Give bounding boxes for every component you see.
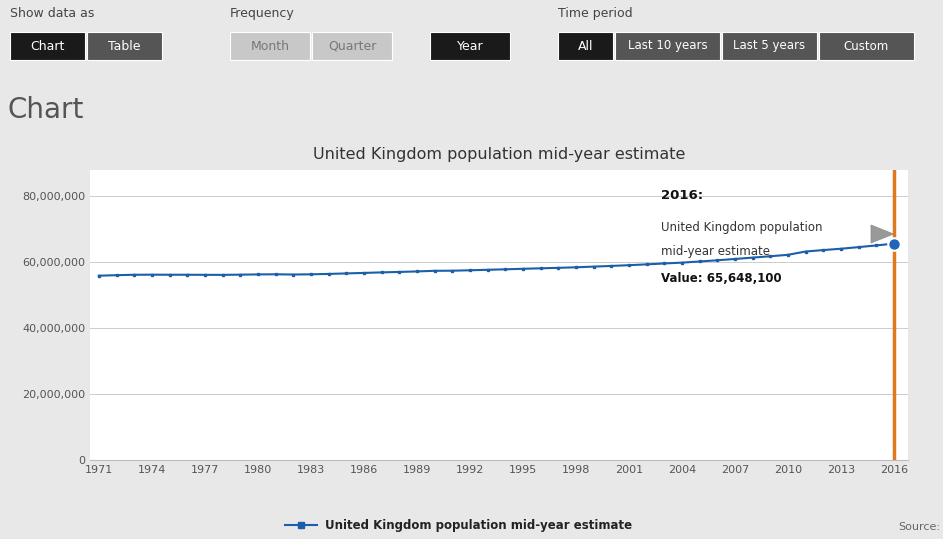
Text: Value: 65,648,100: Value: 65,648,100 bbox=[661, 272, 782, 285]
Text: Show data as: Show data as bbox=[10, 7, 94, 20]
Text: Last 5 years: Last 5 years bbox=[734, 39, 805, 52]
Bar bbox=[615, 32, 720, 60]
Bar bbox=[312, 32, 392, 60]
Text: Frequency: Frequency bbox=[230, 7, 295, 20]
Text: Custom: Custom bbox=[844, 39, 889, 52]
Text: Year: Year bbox=[456, 39, 484, 52]
Text: Month: Month bbox=[251, 39, 290, 52]
Text: Time period: Time period bbox=[558, 7, 633, 20]
Bar bbox=[10, 32, 85, 60]
Text: Last 10 years: Last 10 years bbox=[628, 39, 707, 52]
Bar bbox=[430, 32, 510, 60]
Polygon shape bbox=[871, 225, 894, 243]
Text: Chart: Chart bbox=[30, 39, 65, 52]
Text: United Kingdom population: United Kingdom population bbox=[661, 220, 822, 233]
Text: mid-year estimate: mid-year estimate bbox=[661, 245, 770, 258]
Text: Source:: Source: bbox=[898, 522, 940, 532]
Text: Chart: Chart bbox=[8, 96, 83, 124]
Text: 2016:: 2016: bbox=[661, 189, 703, 202]
Bar bbox=[558, 32, 613, 60]
Bar bbox=[87, 32, 162, 60]
Text: Table: Table bbox=[108, 39, 141, 52]
Text: All: All bbox=[578, 39, 593, 52]
Text: United Kingdom population mid-year estimate: United Kingdom population mid-year estim… bbox=[325, 519, 632, 531]
Text: Quarter: Quarter bbox=[328, 39, 376, 52]
Title: United Kingdom population mid-year estimate: United Kingdom population mid-year estim… bbox=[313, 147, 686, 162]
Bar bbox=[230, 32, 310, 60]
Bar bbox=[819, 32, 914, 60]
Bar bbox=[722, 32, 817, 60]
